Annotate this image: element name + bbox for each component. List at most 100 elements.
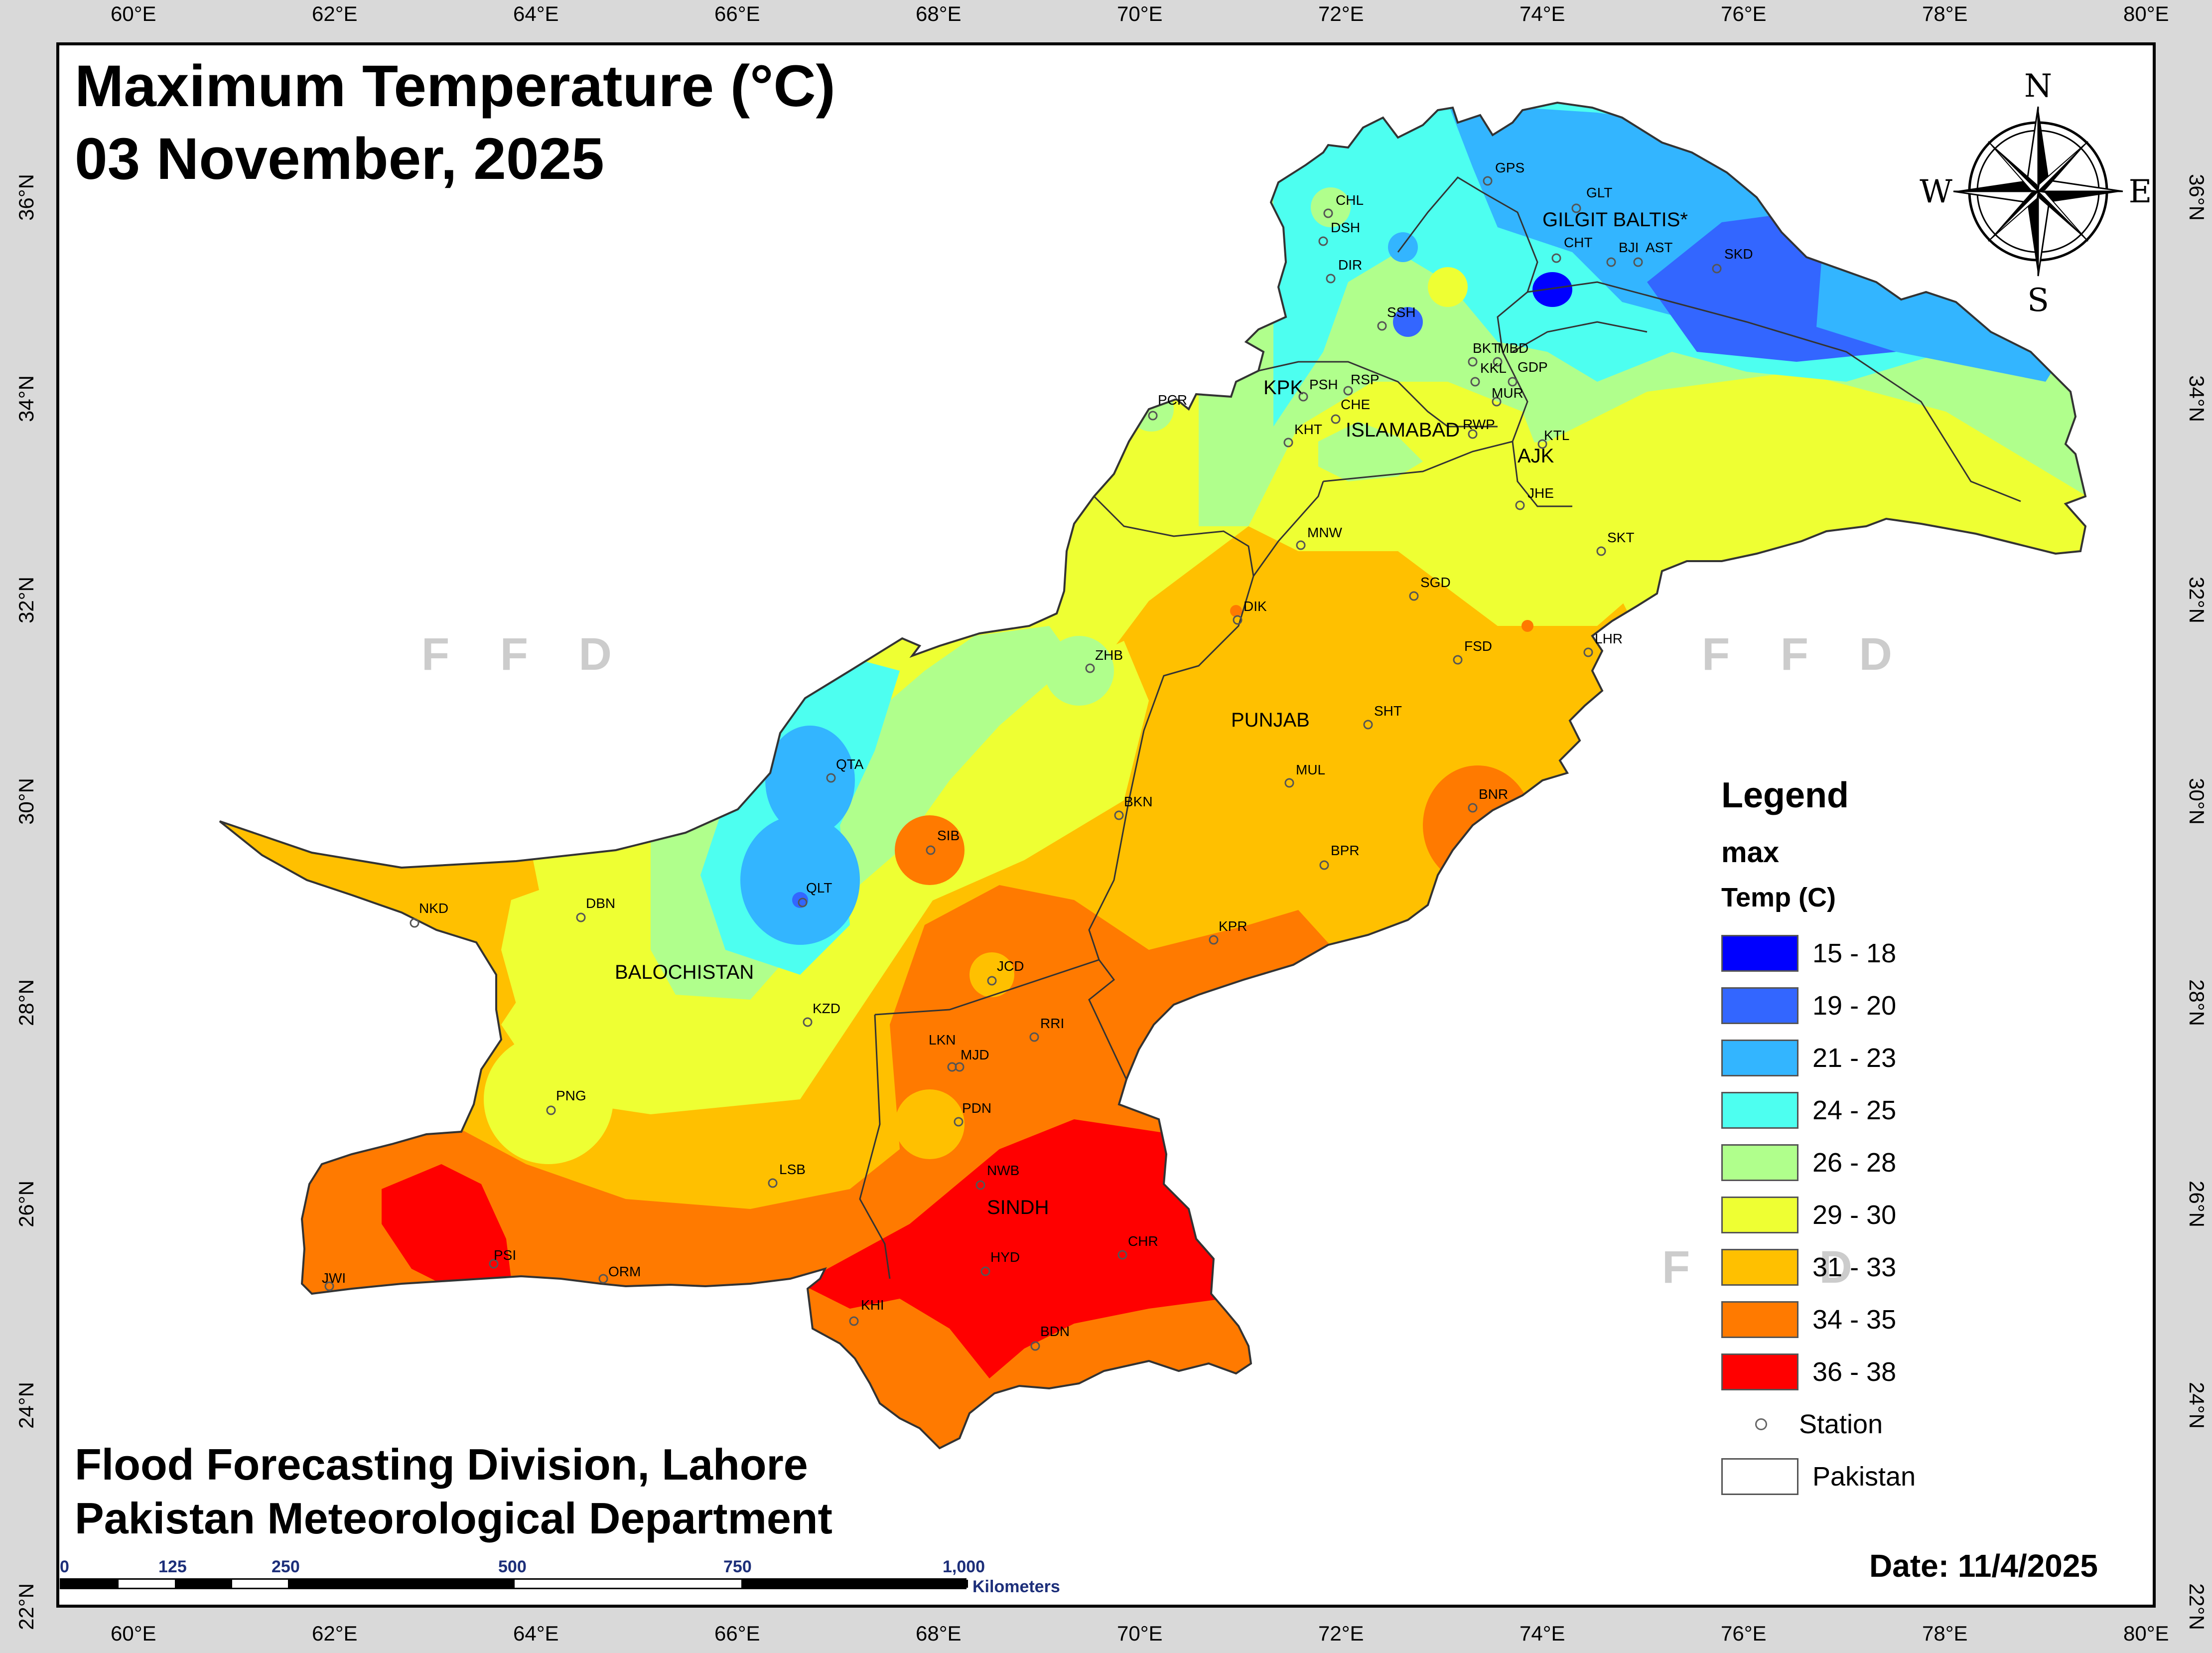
station-marker [489,1259,499,1269]
station-label: HYD [990,1249,1020,1265]
station-label: PNG [556,1088,586,1103]
station-label: KTL [1544,428,1569,443]
station-label: MUL [1296,762,1325,777]
station-label: PCR [1158,392,1187,408]
station-symbol-icon [1755,1418,1767,1430]
station-marker [1571,203,1581,213]
station-marker [1468,803,1478,813]
watermark: F F D [1702,629,1911,680]
lon-tick-label: 76°E [1721,1622,1767,1645]
lon-tick-label: 72°E [1318,1622,1364,1645]
station-marker [598,1274,608,1284]
station-marker [849,1316,859,1326]
legend-swatch [1721,1091,1798,1129]
legend-class-row: 26 - 28 [1721,1136,1980,1189]
scale-unit-label: Kilometers [972,1577,1060,1596]
station-label: CHL [1336,192,1364,208]
legend-class-label: 29 - 30 [1812,1200,1897,1230]
station-marker [1029,1032,1039,1042]
station-label: BDN [1040,1324,1070,1339]
station-labels: GPS GLT CHT BJI AST SKD CHL DSH DIR SSH … [322,160,1753,1339]
station-marker [1551,253,1561,263]
lon-tick-label: 78°E [1922,1622,1968,1645]
legend-station-row: Station [1721,1398,1980,1450]
legend-swatch [1721,1196,1798,1233]
station-label: SSH [1387,304,1416,320]
pakistan-boundary [219,101,2087,1450]
station-label: KZD [813,1001,840,1016]
station-label: FSD [1464,638,1492,654]
station-marker [798,898,808,907]
station-marker [1284,778,1294,788]
lon-tick-label: 76°E [1721,2,1767,25]
station-marker [1114,810,1124,820]
station-marker [1468,357,1478,367]
station-label: KKL [1480,360,1507,376]
station-label: LHR [1595,631,1623,646]
station-label: QLT [806,880,832,896]
lon-tick-label: 68°E [916,2,962,25]
station-label: LKN [929,1032,956,1048]
station-label: NWB [987,1163,1019,1178]
legend: Legend max Temp (C) 15 - 18 19 - 20 21 - 2… [1721,775,1980,1503]
station-label: MNW [1307,525,1343,540]
station-marker [1331,414,1341,424]
station-marker [980,1266,990,1276]
credits: Flood Forecasting Division, Lahore Pakis… [75,1438,832,1545]
station-label: SGD [1420,575,1451,590]
legend-class-label: 15 - 18 [1812,938,1897,968]
station-label: MJD [961,1047,989,1062]
legend-class-label: 24 - 25 [1812,1095,1897,1125]
station-marker [1298,392,1308,402]
station-label: BJI [1619,240,1639,255]
station-label: JHE [1527,485,1554,501]
region-label-gb: GILGIT BALTIS* [1542,209,1688,231]
station-label: CHE [1341,397,1370,412]
station-marker [410,918,419,928]
station-marker [1453,655,1463,665]
lon-tick-label: 80°E [2123,1622,2169,1645]
scale-tick-label: 0 [60,1557,69,1576]
station-label: NKD [419,901,448,916]
province-boundaries [859,176,2021,1279]
credit-line-1: Flood Forecasting Division, Lahore [75,1440,808,1489]
station-label: JCD [997,958,1024,974]
legend-heading: Legend [1721,775,1849,815]
station-label: GLT [1586,185,1612,200]
station-marker [803,1017,813,1027]
lon-tick-label: 66°E [714,2,760,25]
station-marker [954,1117,964,1127]
station-marker [324,1281,334,1291]
scale-tick-label: 1,000 [943,1557,985,1576]
legend-swatch [1721,1248,1798,1286]
station-marker [1296,540,1306,550]
legend-subheading: max [1721,836,1780,869]
legend-swatch [1721,934,1798,972]
station-label: BKT [1473,340,1500,356]
station-label: DSH [1331,220,1360,235]
station-marker [1318,236,1328,246]
station-marker [1712,264,1722,274]
station-marker [1596,546,1606,556]
legend-class-label: 31 - 33 [1812,1252,1897,1282]
station-marker [1117,1250,1127,1260]
legend-class-row: 15 - 18 [1721,927,1980,979]
legend-swatch [1721,1144,1798,1181]
station-label: SKT [1607,530,1634,545]
lon-tick-label: 74°E [1520,1622,1565,1645]
station-marker [1148,411,1158,421]
station-marker [1326,274,1336,284]
region-label-islamabad: ISLAMABAD [1346,419,1460,441]
scale-tick-label: 500 [498,1557,527,1576]
station-marker [1363,720,1373,730]
map-title: Maximum Temperature (°C) 03 November, 20… [75,50,835,195]
legend-class-row: 21 - 23 [1721,1032,1980,1084]
station-marker [1209,935,1219,945]
legend-station-label: Station [1799,1409,1883,1439]
station-label: BKN [1124,794,1153,809]
legend-class-label: 34 - 35 [1812,1304,1897,1335]
station-label: SHT [1374,703,1402,719]
region-label-sindh: SINDH [987,1197,1049,1218]
station-label: BPR [1331,843,1360,858]
